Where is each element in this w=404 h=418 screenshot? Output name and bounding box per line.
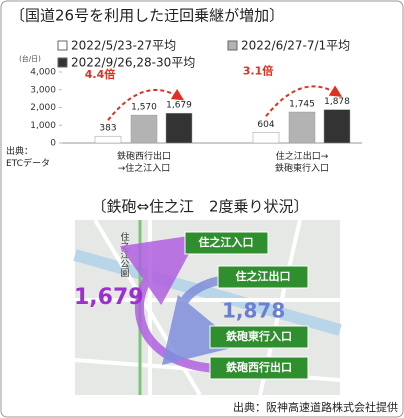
value-label: 1,745	[289, 100, 315, 110]
legend-swatch	[227, 40, 238, 51]
legend-label: 2022/6/27-7/1平均	[241, 39, 350, 53]
flow-value: 1,878	[222, 299, 285, 323]
bar	[94, 135, 122, 144]
y-tick-label: 3,000	[30, 85, 56, 95]
node-label: 鉄砲西行出口	[226, 360, 292, 374]
node-label: 住之江入口	[199, 235, 254, 249]
value-label: 383	[99, 124, 116, 134]
annotation-arrow	[265, 85, 343, 117]
legend-label: 2022/9/26,28-30平均	[71, 56, 195, 70]
y-tick-label: 1,000	[30, 121, 56, 131]
node-label: 住之江出口	[236, 269, 291, 283]
annotation-arrow	[107, 88, 185, 121]
bar	[165, 112, 193, 144]
bar	[252, 132, 280, 144]
map-source: 出典：阪神高速道路株式会社提供	[233, 400, 398, 414]
flow-arrow	[161, 275, 241, 366]
node-box	[209, 356, 309, 380]
legend-swatch	[57, 57, 68, 68]
value-label: 1,878	[324, 97, 350, 107]
value-label: 1,570	[131, 103, 157, 113]
node-box	[209, 325, 309, 349]
bar	[323, 109, 351, 144]
x-tick-label: 住之江出口→ 鉄砲東行入口	[274, 152, 329, 174]
bar	[288, 111, 316, 144]
annotation: 4.4倍	[85, 67, 116, 81]
y-tick-label: 4,000	[30, 68, 56, 78]
legend-swatch	[57, 40, 68, 51]
x-tick-label: 鉄砲西行出口 →住之江入口	[116, 152, 171, 174]
place-label: 住之江公園	[119, 231, 130, 278]
y-axis-label: (台/日)	[19, 54, 41, 63]
node-box	[217, 265, 309, 289]
river	[73, 249, 342, 336]
y-tick-label: 0	[50, 139, 56, 149]
legend-label: 2022/5/23-27平均	[71, 39, 176, 53]
value-label: 1,679	[166, 101, 192, 111]
y-tick-label: 2,000	[30, 103, 56, 113]
flow-value: 1,679	[74, 285, 144, 310]
node-box	[184, 231, 269, 255]
chart-title: 〔国道26号を利用した迂回乗継が増加〕	[10, 7, 284, 25]
node-label: 鉄砲東行入口	[226, 329, 292, 343]
value-label: 604	[257, 120, 274, 130]
bar	[130, 114, 158, 144]
map-title: 〔鉄砲⇔住之江 2度乗り状況〕	[91, 198, 308, 216]
annotation: 3.1倍	[243, 64, 274, 78]
chart-source: 出典： ETCデータ	[6, 147, 50, 169]
